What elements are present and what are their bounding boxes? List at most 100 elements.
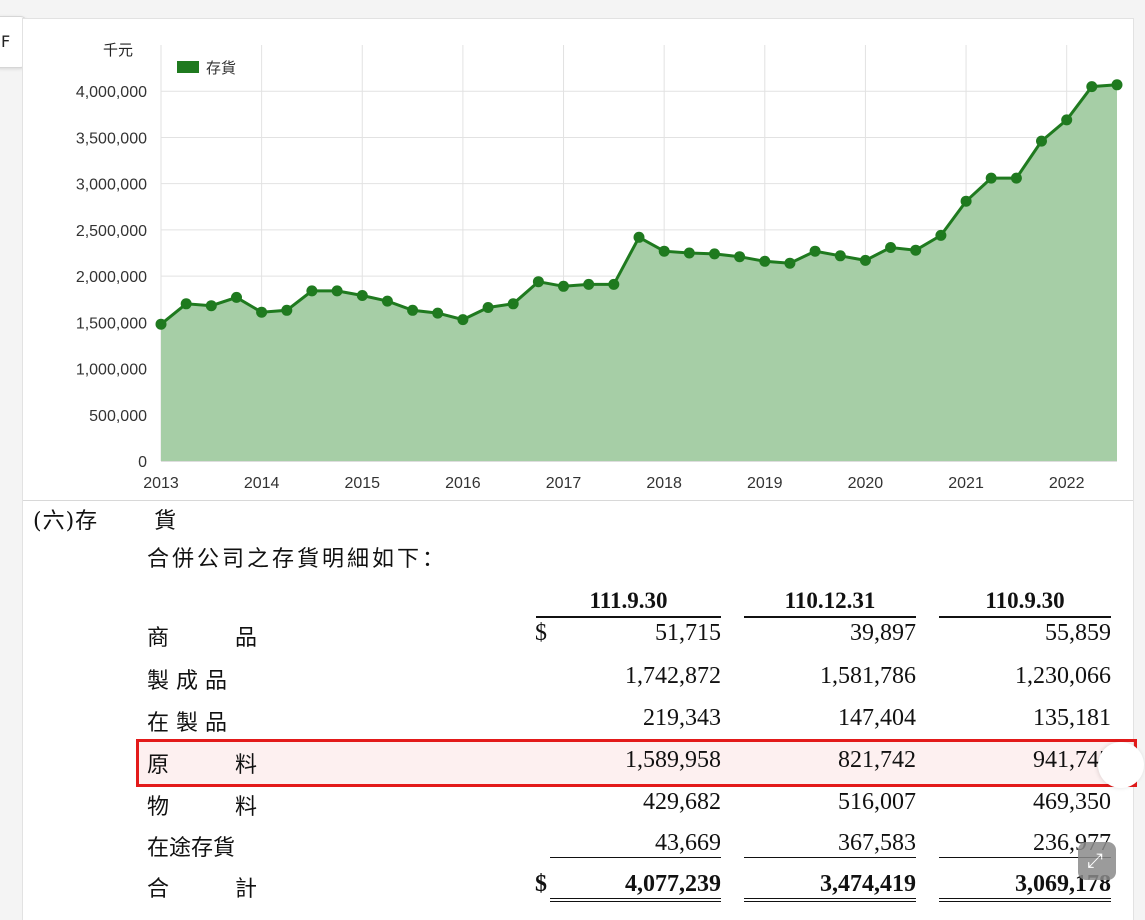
data-point xyxy=(1061,114,1073,126)
data-point xyxy=(658,245,670,257)
y-tick-label: 3,000,000 xyxy=(76,177,147,194)
data-point xyxy=(306,285,318,297)
x-tick-label: 2017 xyxy=(546,475,582,492)
x-tick-label: 2015 xyxy=(344,475,380,492)
cell-value: 55,859 xyxy=(1045,620,1111,646)
y-tick-label: 1,000,000 xyxy=(76,362,147,379)
page-content: 0 500,000 1,000,000 1,500,000 2,000,000 2,500… xyxy=(22,18,1137,920)
row-label: 物 料 xyxy=(147,795,258,820)
row-label: 製 成 品 xyxy=(147,669,227,694)
data-point xyxy=(256,306,268,318)
cell-value: 941,745 xyxy=(1033,747,1111,773)
cell-value: 219,343 xyxy=(643,705,721,731)
cell-value: 1,742,872 xyxy=(625,663,721,689)
data-point xyxy=(1036,135,1047,147)
data-point xyxy=(1010,172,1022,184)
data-point xyxy=(985,172,997,184)
cell-value: 1,230,066 xyxy=(1015,663,1111,689)
data-point xyxy=(633,231,645,243)
cell-value: 367,583 xyxy=(744,830,916,858)
x-tick-label: 2016 xyxy=(445,475,481,492)
section-intro: 合併公司之存貨明細如下： xyxy=(147,547,448,572)
x-tick-label: 2019 xyxy=(747,475,783,492)
data-point xyxy=(910,244,922,256)
x-tick-label: 2020 xyxy=(848,475,884,492)
x-tick-label: 2021 xyxy=(948,475,984,492)
x-tick-label: 2022 xyxy=(1049,475,1085,492)
y-tick-label: 2,000,000 xyxy=(76,269,147,286)
data-point xyxy=(482,302,494,313)
row-label: 在 製 品 xyxy=(147,711,227,736)
section-title: (六)存貨 xyxy=(33,509,178,534)
data-point xyxy=(734,251,746,263)
inventory-points xyxy=(155,79,1123,330)
table-row-highlighted: 原 料 1,589,958 821,742 941,745 xyxy=(23,747,1133,787)
data-point xyxy=(859,254,871,266)
table-row-total: 合 計 $ 4,077,239 3,474,419 3,069,178 xyxy=(23,871,1133,911)
expand-icon: ⤢ xyxy=(1087,848,1103,872)
y-axis-ticks: 0 500,000 1,000,000 1,500,000 2,000,000 2,500… xyxy=(76,84,147,471)
cell-value: 135,181 xyxy=(1033,705,1111,731)
cell-value: 51,715 xyxy=(655,620,721,646)
data-point xyxy=(583,278,595,290)
table-row: 物 料 429,682 516,007 469,350 xyxy=(23,789,1133,829)
data-point xyxy=(709,248,720,260)
data-point xyxy=(155,318,167,330)
unit-label: 千元 xyxy=(103,41,133,59)
data-point xyxy=(432,307,444,319)
data-point xyxy=(507,298,519,310)
cell-value: 821,742 xyxy=(838,747,916,773)
data-point xyxy=(834,250,846,262)
data-point xyxy=(532,276,544,288)
data-point xyxy=(608,278,620,290)
legend-label: 存貨 xyxy=(206,59,236,77)
data-point xyxy=(381,295,393,307)
data-point xyxy=(784,257,796,269)
column-header-110-9-30: 110.9.30 xyxy=(939,588,1111,618)
cell-value: 429,682 xyxy=(643,789,721,815)
data-point xyxy=(558,280,569,292)
y-tick-label: 4,000,000 xyxy=(76,84,147,101)
table-row: 商 品 $ 51,715 39,897 55,859 xyxy=(23,620,1133,660)
currency-sign: $ xyxy=(535,620,547,646)
y-tick-label: 500,000 xyxy=(89,408,147,425)
data-point xyxy=(231,291,242,303)
cell-value: 147,404 xyxy=(838,705,916,731)
cell-value: 1,581,786 xyxy=(820,663,916,689)
floating-action-button[interactable]: ⤢ xyxy=(1078,842,1116,880)
cell-value: 469,350 xyxy=(1033,789,1111,815)
y-tick-label: 0 xyxy=(138,454,147,471)
cell-value: 4,077,239 xyxy=(550,871,721,902)
cell-value: 516,007 xyxy=(838,789,916,815)
column-header-111-9-30: 111.9.30 xyxy=(536,588,721,618)
data-point xyxy=(960,195,972,207)
cell-value: 3,474,419 xyxy=(744,871,916,902)
x-tick-label: 2013 xyxy=(143,475,179,492)
data-point xyxy=(331,285,343,297)
x-axis-ticks: 2013 2014 2015 2016 2017 2018 2019 2020 2021 2022 xyxy=(143,475,1084,492)
data-point xyxy=(1111,79,1123,91)
legend-swatch xyxy=(177,61,199,73)
inventory-chart: 0 500,000 1,000,000 1,500,000 2,000,000 2,500… xyxy=(76,41,1123,492)
table-row: 在途存貨 43,669 367,583 236,977 xyxy=(23,830,1133,870)
y-tick-label: 1,500,000 xyxy=(76,315,147,332)
x-tick-label: 2018 xyxy=(646,475,682,492)
scroll-corner-button[interactable] xyxy=(1098,742,1144,788)
data-point xyxy=(205,300,217,312)
cell-value: 39,897 xyxy=(850,620,916,646)
data-point xyxy=(935,229,947,241)
divider xyxy=(23,500,1133,501)
data-point xyxy=(885,242,897,253)
data-point xyxy=(809,245,821,257)
data-point xyxy=(180,298,192,310)
inventory-area xyxy=(161,84,1117,462)
table-row: 在 製 品 219,343 147,404 135,181 xyxy=(23,705,1133,745)
data-point xyxy=(457,314,469,326)
data-point xyxy=(356,290,368,301)
column-header-110-12-31: 110.12.31 xyxy=(744,588,916,618)
row-label: 商 品 xyxy=(147,626,258,651)
data-point xyxy=(407,304,419,316)
x-tick-label: 2014 xyxy=(244,475,280,492)
highlight-box-raw-materials xyxy=(136,739,1137,787)
data-point xyxy=(683,247,695,259)
